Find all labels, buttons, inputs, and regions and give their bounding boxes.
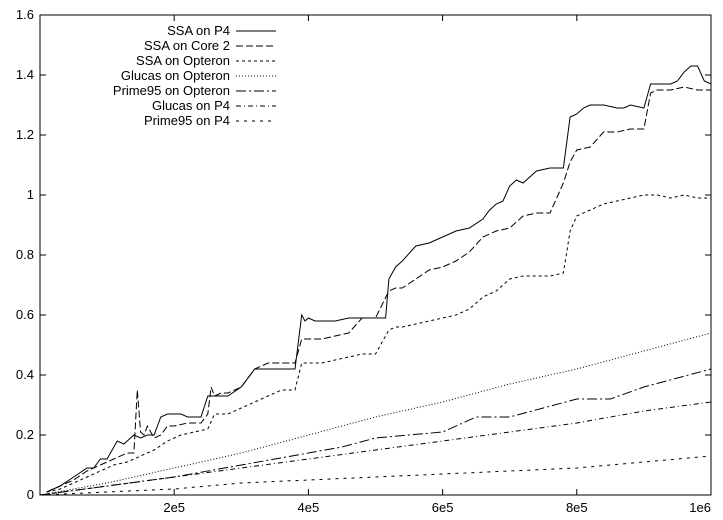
y-tick-label: 1.2 xyxy=(16,127,34,142)
x-tick-label: 1e6 xyxy=(689,500,711,515)
x-tick-label: 2e5 xyxy=(163,500,185,515)
legend-label: SSA on Opteron xyxy=(136,53,230,68)
series-line-4 xyxy=(39,332,712,496)
y-tick-label: 1.4 xyxy=(16,67,34,82)
legend-label: SSA on Core 2 xyxy=(144,38,230,53)
legend-label: Glucas on Opteron xyxy=(121,68,230,83)
x-tick-label: 8e5 xyxy=(566,500,588,515)
y-tick-label: 0 xyxy=(27,487,34,502)
axis-ticks: 0 0.2 0.4 0.6 0.8 1 1.2 1.4 1.6 2e5 4e5 6e5 8e5 1e6 xyxy=(16,7,712,515)
series-line-2 xyxy=(46,86,711,493)
legend-label: Prime95 on Opteron xyxy=(113,83,230,98)
y-tick-label: 1 xyxy=(27,187,34,202)
y-tick-label: 1.6 xyxy=(16,7,34,22)
y-tick-label: 0.2 xyxy=(16,427,34,442)
y-tick-label: 0.6 xyxy=(16,307,34,322)
x-tick-label: 4e5 xyxy=(298,500,320,515)
legend-label: Prime95 on P4 xyxy=(144,113,230,128)
series-line-6 xyxy=(39,401,712,496)
series-line-5 xyxy=(39,368,712,496)
series-line-3 xyxy=(46,194,711,493)
series-line-7 xyxy=(39,455,712,496)
y-tick-label: 0.4 xyxy=(16,367,34,382)
legend-label: Glucas on P4 xyxy=(152,98,230,113)
legend-label: SSA on P4 xyxy=(167,23,230,38)
series-layer xyxy=(39,65,712,496)
y-tick-label: 0.8 xyxy=(16,247,34,262)
x-tick-label: 6e5 xyxy=(432,500,454,515)
